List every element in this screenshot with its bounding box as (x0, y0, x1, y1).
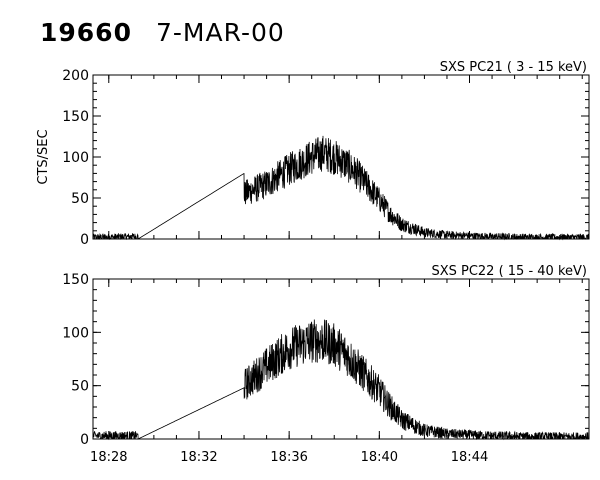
y-tick-label: 50 (71, 191, 89, 207)
plot-frame-2 (92, 278, 590, 440)
y-tick-label: 100 (62, 150, 89, 166)
y-tick-label: 0 (80, 232, 89, 248)
y-tick-label: 150 (62, 109, 89, 125)
x-tick-label: 18:36 (270, 450, 307, 465)
observation-id: 19660 (40, 18, 132, 47)
y-axis-label: CTS/SEC (36, 129, 51, 184)
y-tick-label: 200 (62, 68, 89, 84)
x-tick-label: 18:32 (180, 450, 217, 465)
panel-title: SXS PC21 ( 3 - 15 keV) (440, 60, 587, 75)
observation-date: 7-MAR-00 (156, 18, 285, 47)
x-tick-label: 18:28 (90, 450, 127, 465)
y-tick-label: 0 (80, 432, 89, 448)
x-tick-label: 18:44 (451, 450, 488, 465)
panel-title: SXS PC22 ( 15 - 40 keV) (431, 264, 587, 279)
y-tick-label: 50 (71, 379, 89, 395)
plot-frame-1 (92, 74, 590, 240)
y-tick-label: 150 (62, 272, 89, 288)
series-line-2-1 (92, 319, 590, 441)
series-line-1-1 (92, 135, 590, 241)
y-tick-label: 100 (62, 325, 89, 341)
x-tick-label: 18:40 (361, 450, 398, 465)
chart-header: 19660 7-MAR-00 (0, 0, 600, 60)
